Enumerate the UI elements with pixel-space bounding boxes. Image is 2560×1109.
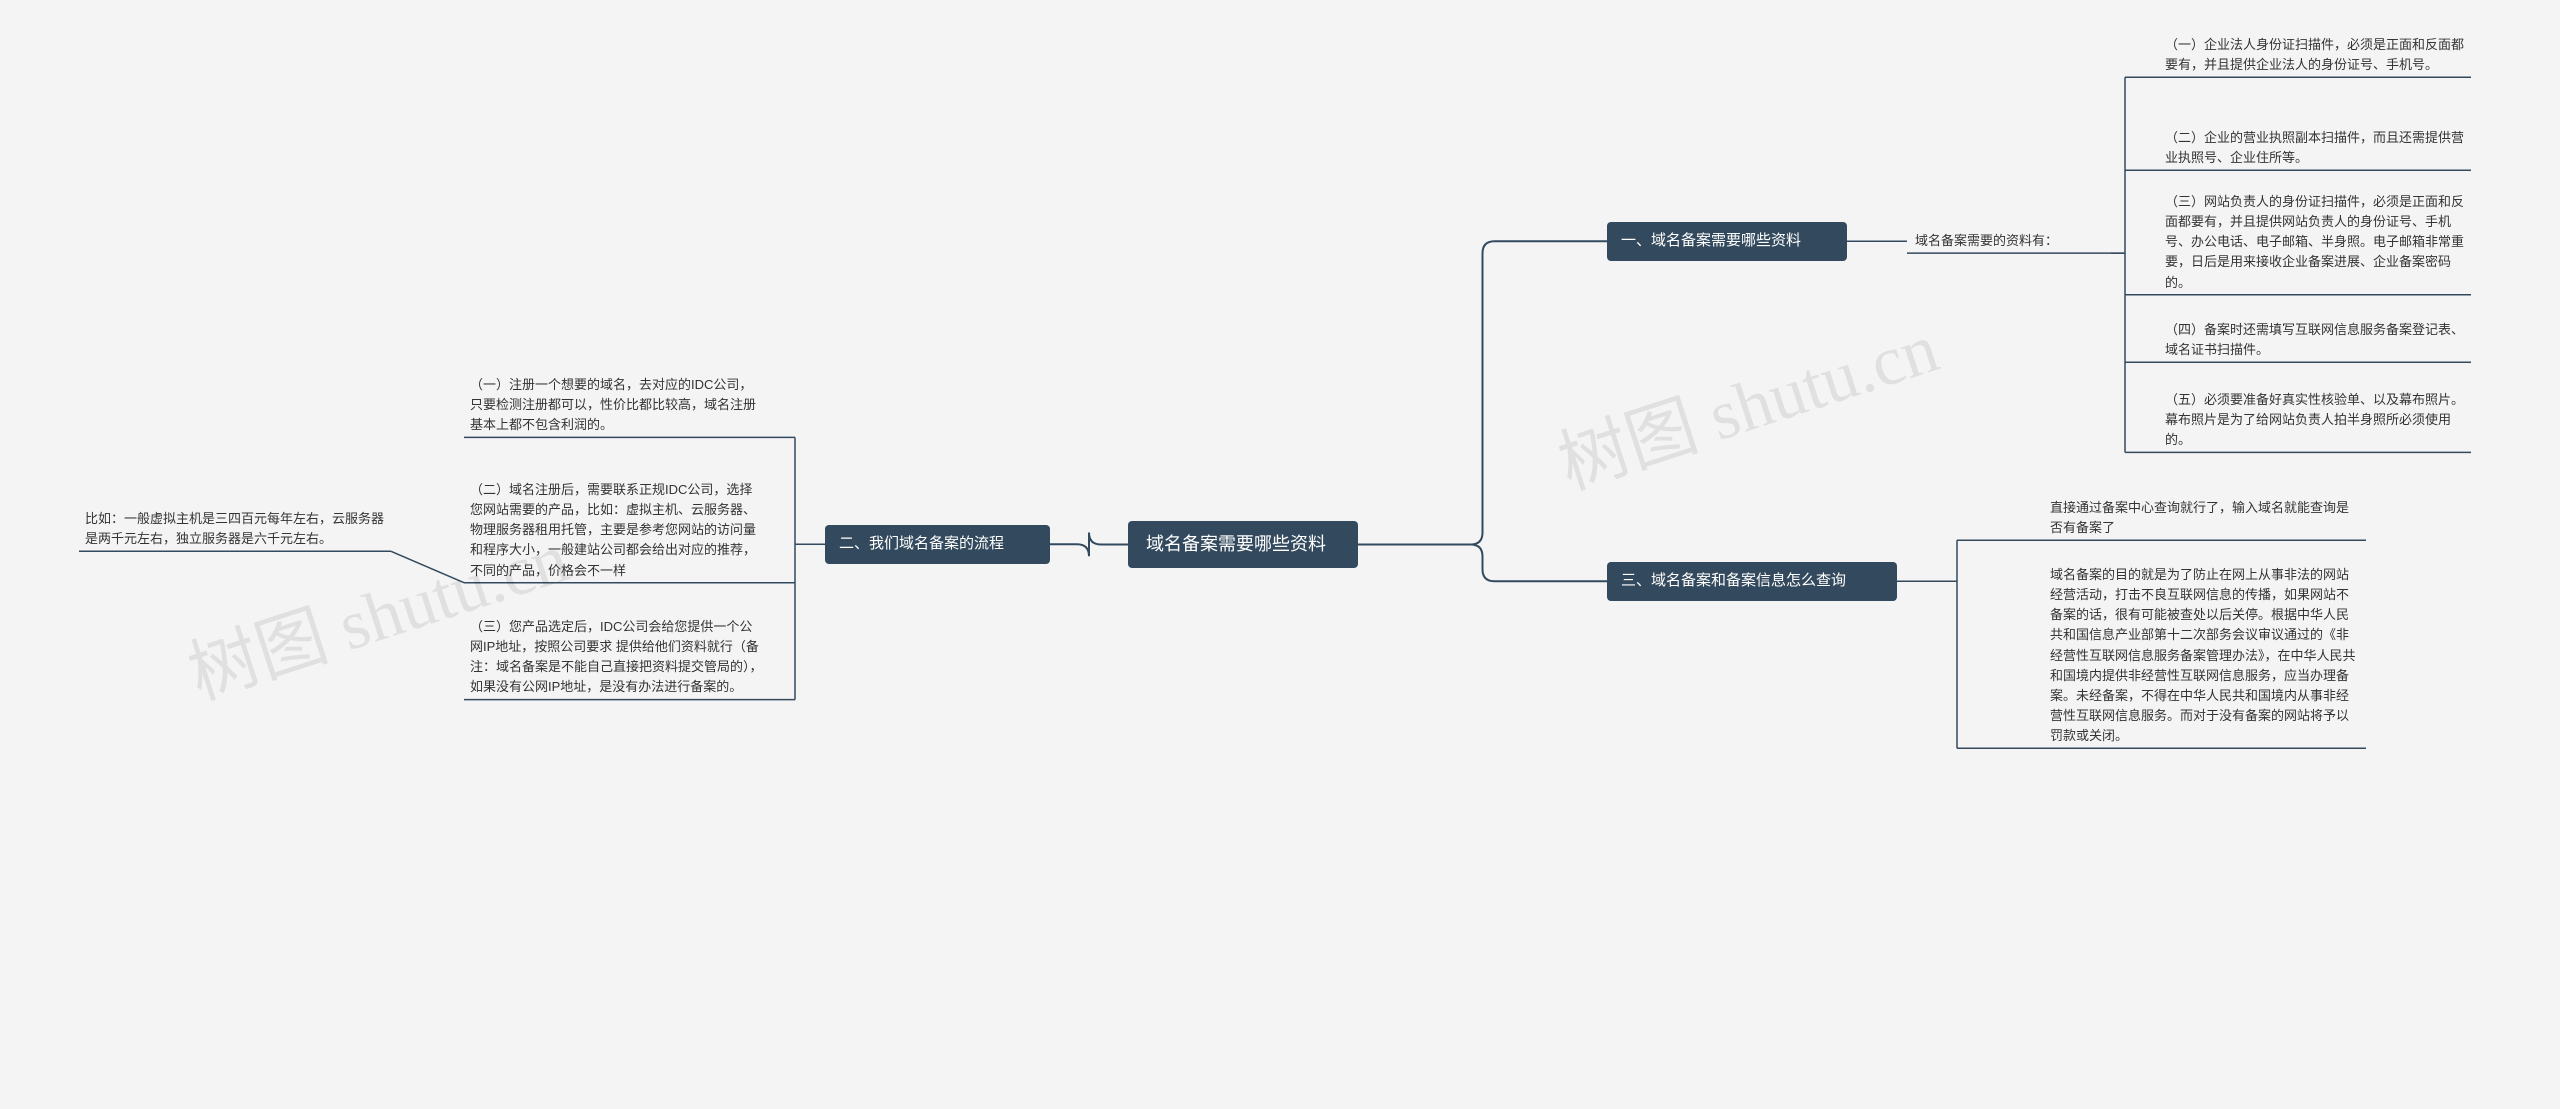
- leaf-l1-0: （一）注册一个想要的域名，去对应的IDC公司，只要检测注册都可以，性价比都比较高…: [470, 375, 765, 435]
- leaf-r1-0: （一）企业法人身份证扫描件，必须是正面和反面都要有，并且提供企业法人的身份证号、…: [2165, 35, 2465, 75]
- bridge-r1: 域名备案需要的资料有：: [1915, 231, 2095, 251]
- center-node: 域名备案需要哪些资料: [1128, 521, 1358, 568]
- leaf-r2-0: 直接通过备案中心查询就行了，输入域名就能查询是否有备案了: [2050, 498, 2360, 538]
- watermark: 树图 shutu.cn: [1544, 292, 1949, 509]
- leaf-r1-2: （三）网站负责人的身份证扫描件，必须是正面和反面都要有，并且提供网站负责人的身份…: [2165, 192, 2465, 293]
- leaf-l1-1: （二）域名注册后，需要联系正规IDC公司，选择您网站需要的产品，比如：虚拟主机、…: [470, 480, 765, 581]
- leaf-r1-4: （五）必须要准备好真实性核验单、以及幕布照片。幕布照片是为了给网站负责人拍半身照…: [2165, 390, 2465, 450]
- leaf-r2-1: 域名备案的目的就是为了防止在网上从事非法的网站经营活动，打击不良互联网信息的传播…: [2050, 565, 2360, 746]
- branch-r2: 三、域名备案和备案信息怎么查询: [1607, 562, 1897, 601]
- leaf-l1-1-sub: 比如：一般虚拟主机是三四百元每年左右，云服务器是两千元左右，独立服务器是六千元左…: [85, 509, 385, 549]
- branch-l1: 二、我们域名备案的流程: [825, 525, 1050, 564]
- leaf-r1-1: （二）企业的营业执照副本扫描件，而且还需提供营业执照号、企业住所等。: [2165, 128, 2465, 168]
- leaf-l1-2: （三）您产品选定后，IDC公司会给您提供一个公网IP地址，按照公司要求 提供给他…: [470, 617, 765, 698]
- branch-r1: 一、域名备案需要哪些资料: [1607, 222, 1847, 261]
- leaf-r1-3: （四）备案时还需填写互联网信息服务备案登记表、域名证书扫描件。: [2165, 320, 2465, 360]
